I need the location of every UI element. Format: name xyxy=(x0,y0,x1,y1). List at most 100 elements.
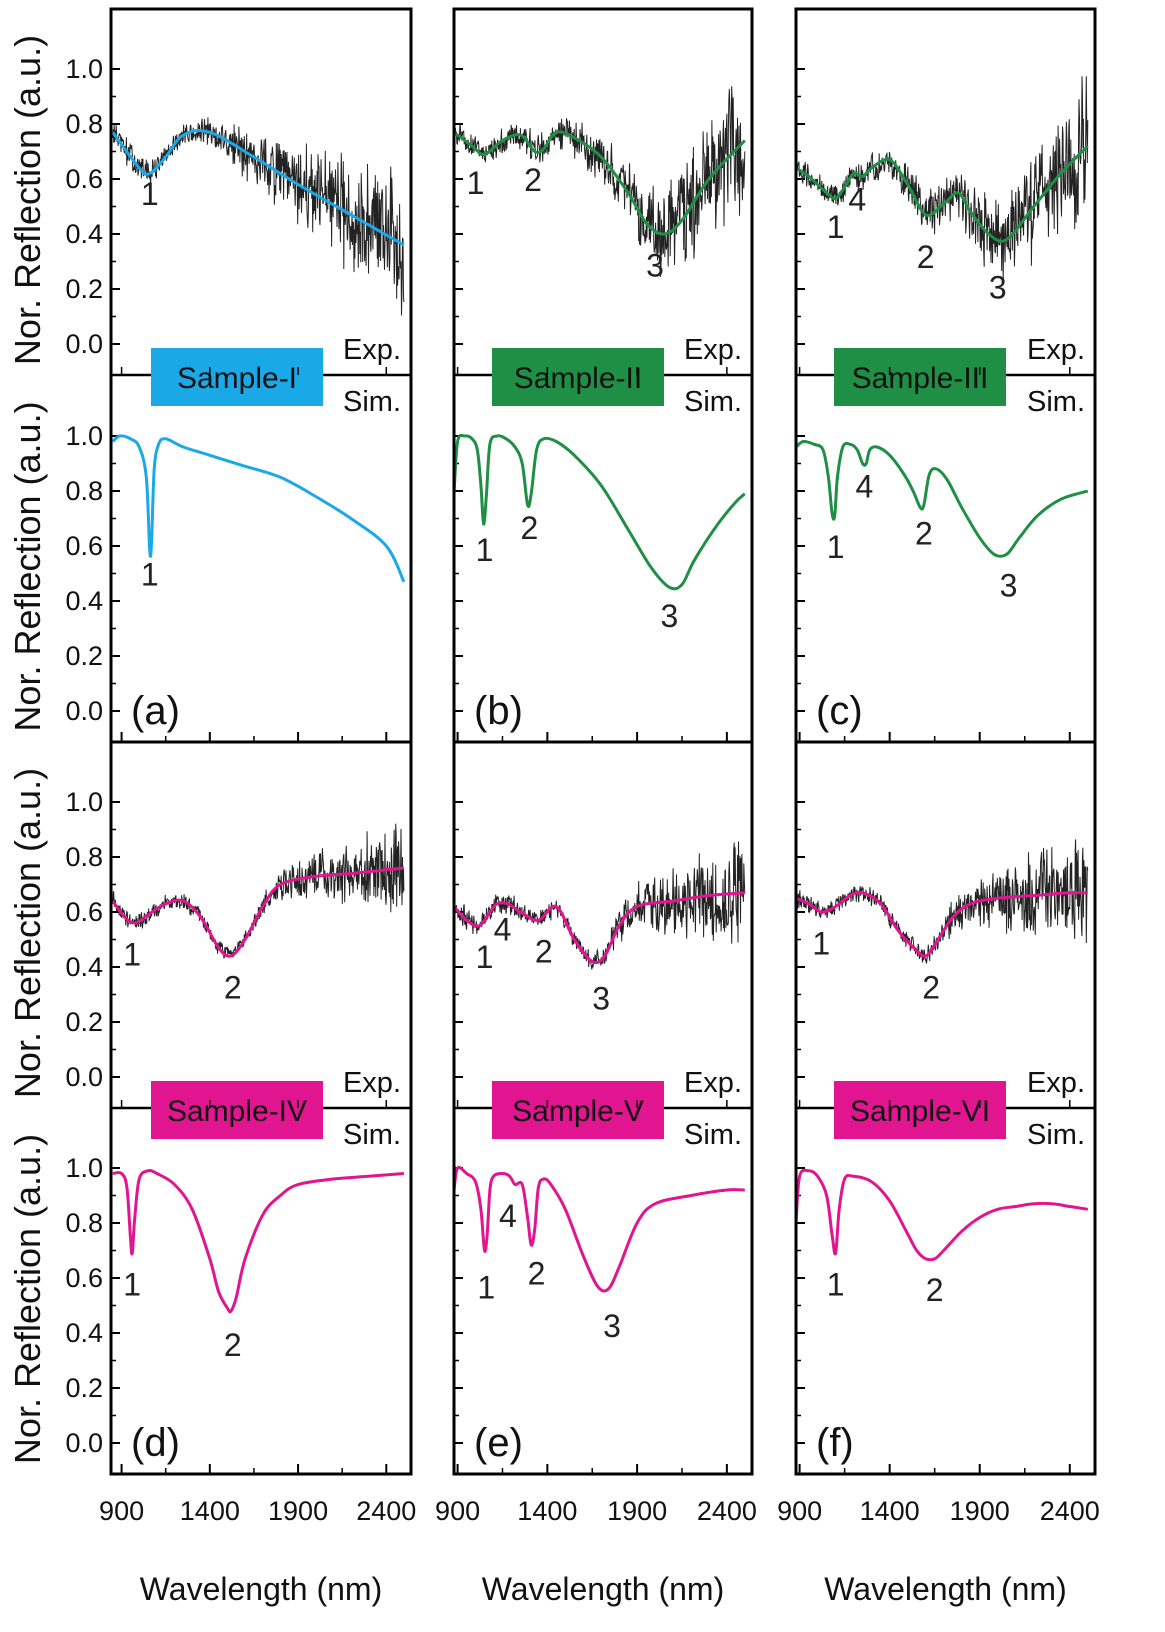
sim-dip-label: 1 xyxy=(827,529,845,565)
sim-dip-label: 1 xyxy=(827,1267,845,1303)
x-tick-label: 1900 xyxy=(268,1496,328,1526)
exp-label: Exp. xyxy=(684,1067,742,1099)
y-axis-label: Nor. Reflection (a.u.) xyxy=(7,1134,48,1464)
exp-dip-label: 3 xyxy=(592,980,610,1016)
sample-name: Sample-V xyxy=(512,1095,644,1128)
exp-dip-label: 4 xyxy=(848,181,866,217)
sim-dip-label: 1 xyxy=(141,557,159,593)
sim-label: Sim. xyxy=(1027,1119,1085,1151)
panels-layer: 0.0 0.2 0.4 0.6 0.8 1.0 1 0.0 0.2 0.4 0.6 0.8 1.0 1 Ex… xyxy=(65,7,1097,1476)
exp-curve xyxy=(111,866,405,958)
exp-dip-label: 2 xyxy=(922,969,940,1005)
exp-noise-trace xyxy=(795,76,1089,282)
sim-curve xyxy=(112,1168,405,1314)
x-tick-label: 900 xyxy=(99,1496,144,1526)
exp-noise-trace xyxy=(795,839,1089,964)
y-tick-label: 0.8 xyxy=(65,476,103,506)
exp-curve xyxy=(111,128,405,247)
y-tick-label: 0.2 xyxy=(65,1373,103,1403)
exp-noise-trace xyxy=(453,841,746,970)
y-tick-label: 0.6 xyxy=(65,1263,103,1293)
sim-dip-label: 1 xyxy=(476,532,494,568)
exp-dip-label: 1 xyxy=(476,939,494,975)
x-tick-label: 2400 xyxy=(697,1496,757,1526)
panel-letter: (b) xyxy=(474,689,523,733)
y-tick-label: 0.4 xyxy=(65,952,103,982)
exp-dip-label: 3 xyxy=(646,247,664,283)
x-tick-label: 2400 xyxy=(356,1496,416,1526)
exp-label: Exp. xyxy=(343,1067,401,1099)
sim-dip-label: 4 xyxy=(856,469,874,505)
y-tick-label: 1.0 xyxy=(65,1153,103,1183)
sample-name: Sample-III xyxy=(852,362,989,395)
panel-letter: (f) xyxy=(816,1421,854,1465)
sample-badge xyxy=(151,1081,323,1139)
sample-badge xyxy=(834,348,1006,406)
exp-dip-label: 2 xyxy=(917,239,935,275)
exp-dip-label: 1 xyxy=(467,165,485,201)
x-axis-label: Wavelength (nm) xyxy=(482,1571,724,1607)
y-tick-label: 1.0 xyxy=(65,421,103,451)
x-tick-label: 1900 xyxy=(950,1496,1010,1526)
sample-name: Sample-IV xyxy=(167,1095,307,1128)
exp-curve xyxy=(795,890,1088,958)
exp-dip-label: 4 xyxy=(494,912,512,948)
exp-dip-label: 1 xyxy=(812,925,830,961)
y-tick-label: 0.8 xyxy=(65,1208,103,1238)
y-tick-label: 0.0 xyxy=(65,1062,103,1092)
y-tick-label: 0.4 xyxy=(65,586,103,616)
y-tick-label: 0.6 xyxy=(65,897,103,927)
y-axis-label: Nor. Reflection (a.u.) xyxy=(7,768,48,1098)
panel-letter: (c) xyxy=(816,689,863,733)
exp-dip-label: 1 xyxy=(827,209,845,245)
sim-label: Sim. xyxy=(1027,386,1085,418)
sim-dip-label: 2 xyxy=(926,1272,944,1308)
exp-curve xyxy=(453,130,746,236)
sample-name: Sample-II xyxy=(514,362,642,395)
sample-name: Sample-I xyxy=(177,362,297,395)
exp-noise-trace xyxy=(453,86,746,277)
sim-curve xyxy=(795,439,1089,558)
sim-dip-label: 2 xyxy=(224,1327,242,1363)
panel-d: 0.0 0.2 0.4 0.6 0.8 1.0 1 2 0.0 0.2 0.4 0.6 0.8 1.0 1 2… xyxy=(65,740,413,1476)
y-axis-label: Nor. Reflection (a.u.) xyxy=(7,35,48,365)
sim-dip-label: 3 xyxy=(603,1308,621,1344)
sim-dip-label: 3 xyxy=(661,598,679,634)
exp-dip-label: 2 xyxy=(524,162,542,198)
sim-dip-label: 2 xyxy=(520,510,538,546)
y-tick-label: 0.8 xyxy=(65,842,103,872)
sim-dip-label: 1 xyxy=(123,1267,141,1303)
sample-badge xyxy=(492,348,664,406)
panel-letter: (a) xyxy=(131,689,180,733)
sim-label: Sim. xyxy=(684,386,742,418)
y-tick-label: 1.0 xyxy=(65,787,103,817)
y-axis-labels: Nor. Reflection (a.u.) Nor. Reflection (a… xyxy=(7,35,48,1464)
exp-label: Exp. xyxy=(1027,1067,1085,1099)
sim-dip-label: 1 xyxy=(477,1269,495,1305)
exp-dip-label: 2 xyxy=(535,934,553,970)
exp-curve xyxy=(452,891,745,965)
x-tick-label: 1400 xyxy=(180,1496,240,1526)
panel-letter: (e) xyxy=(474,1421,523,1465)
sim-curve xyxy=(452,433,746,591)
sim-curve xyxy=(111,434,406,583)
y-tick-label: 1.0 xyxy=(65,54,103,84)
y-tick-label: 0.2 xyxy=(65,274,103,304)
exp-dip-label: 1 xyxy=(123,936,141,972)
y-tick-label: 0.4 xyxy=(65,1318,103,1348)
exp-dip-label: 1 xyxy=(141,176,159,212)
x-tick-label: 1400 xyxy=(860,1496,920,1526)
x-axis-labels: 900 1400 1900 2400 900 1400 1900 2400 900 1400 190… xyxy=(99,1496,1100,1607)
exp-label: Exp. xyxy=(343,334,401,366)
y-tick-label: 0.0 xyxy=(65,696,103,726)
sample-badge xyxy=(834,1081,1006,1139)
x-tick-label: 900 xyxy=(777,1496,822,1526)
sim-dip-label: 4 xyxy=(499,1198,517,1234)
y-tick-label: 0.4 xyxy=(65,219,103,249)
sample-badge xyxy=(492,1081,664,1139)
exp-curve xyxy=(795,144,1089,243)
